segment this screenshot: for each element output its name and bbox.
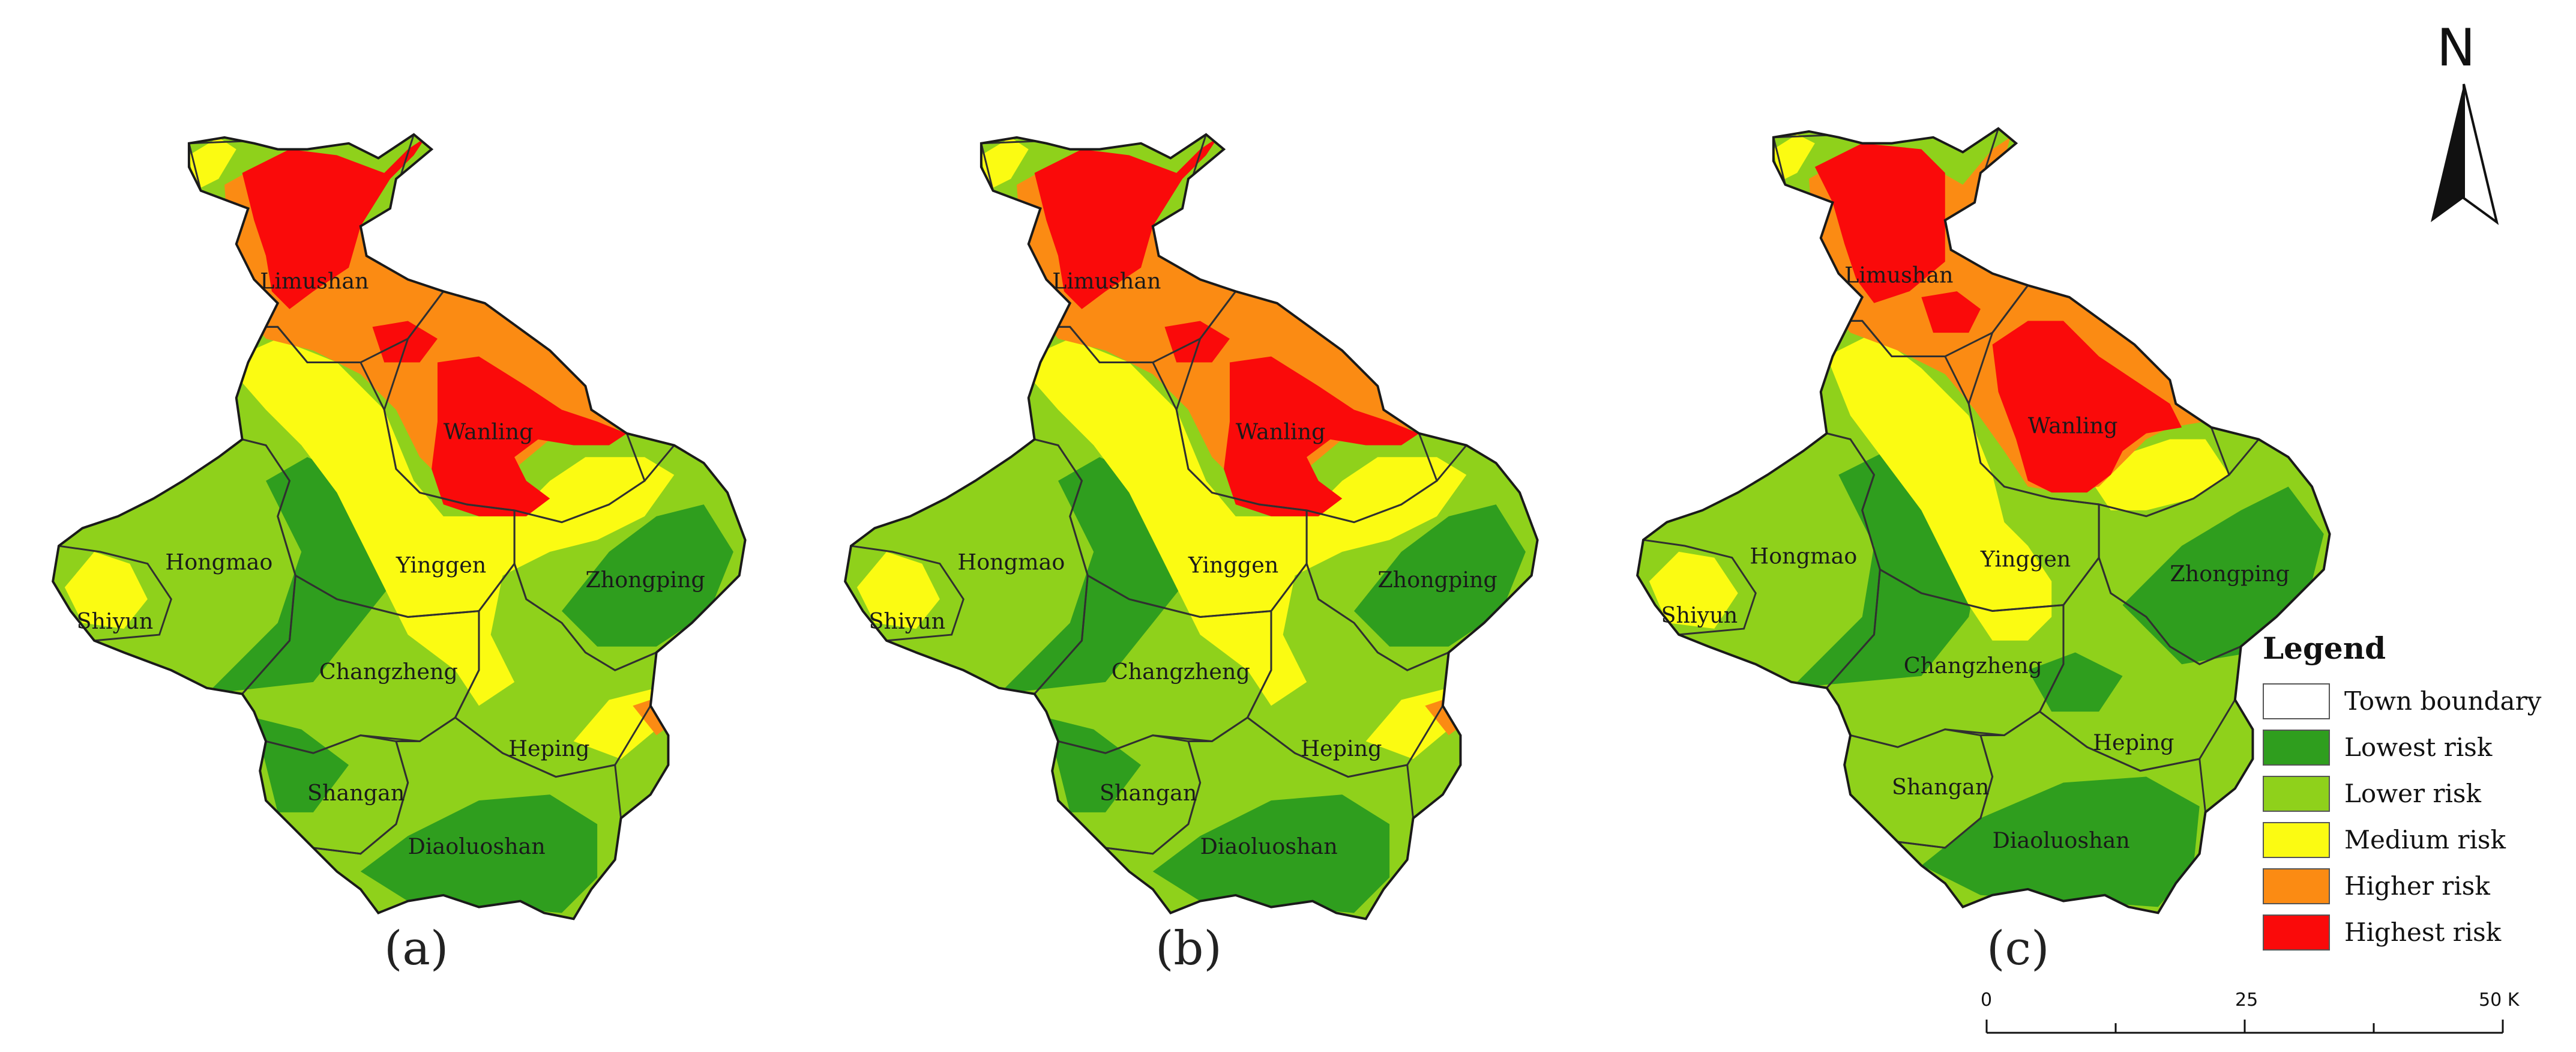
town-label-diaoluoshan: Diaoluoshan xyxy=(408,833,546,859)
town-label-shiyun: Shiyun xyxy=(77,608,154,634)
risk-zone-highest xyxy=(1992,321,2182,493)
town-label-hongmao: Hongmao xyxy=(165,549,272,575)
risk-zone-lowest xyxy=(1921,776,2200,907)
risk-zone-medium xyxy=(1773,134,1815,182)
risk-zone-medium xyxy=(981,137,1029,191)
risk-zone-lowest xyxy=(1046,718,1142,812)
risk-map-a: Limushan Wanling Hongmao Yinggen Zhongping Sh… xyxy=(52,133,747,920)
risk-zone-highest xyxy=(1921,291,1981,333)
legend-item-highest-risk: Highest risk xyxy=(2263,909,2563,955)
county-outline xyxy=(52,133,747,920)
legend-label: Town boundary xyxy=(2344,686,2542,716)
legend-swatch xyxy=(2263,683,2330,719)
panel-label-a: (a) xyxy=(384,922,449,976)
legend-item-town-boundary: Town boundary xyxy=(2263,678,2563,724)
legend-swatch xyxy=(2263,775,2330,812)
north-arrow-icon xyxy=(2431,83,2499,225)
legend-label: Lower risk xyxy=(2344,779,2481,808)
risk-zone-medium xyxy=(1649,551,1738,629)
town-label-diaoluoshan: Diaoluoshan xyxy=(1200,833,1338,859)
risk-zone-lowest xyxy=(1152,794,1390,913)
risk-zone-highest xyxy=(242,137,426,309)
town-label-wanling: Wanling xyxy=(2028,413,2118,439)
risk-zone-lowest xyxy=(360,794,598,913)
risk-zone-medium xyxy=(2087,439,2230,510)
legend-item-lowest-risk: Lowest risk xyxy=(2263,724,2563,770)
town-label-shangan: Shangan xyxy=(307,780,405,806)
town-label-hongmao: Hongmao xyxy=(957,549,1065,575)
town-label-changzheng: Changzheng xyxy=(1112,659,1250,685)
town-label-heping: Heping xyxy=(1301,736,1382,761)
town-label-shiyun: Shiyun xyxy=(869,608,946,634)
risk-zone-medium xyxy=(188,137,236,191)
legend-swatch xyxy=(2263,821,2330,858)
town-label-wanling: Wanling xyxy=(1236,419,1326,445)
town-label-shiyun: Shiyun xyxy=(1661,602,1738,628)
risk-zone-lowest xyxy=(254,718,349,812)
town-label-diaoluoshan: Diaoluoshan xyxy=(1993,827,2130,853)
county-outline xyxy=(1636,127,2331,914)
risk-zone-medium xyxy=(1826,333,2052,641)
risk-zone-highest xyxy=(432,356,627,516)
town-label-shangan: Shangan xyxy=(1892,774,1989,800)
legend-item-lower-risk: Lower risk xyxy=(2263,770,2563,817)
legend-title: Legend xyxy=(2263,630,2386,666)
risk-zone-medium xyxy=(1017,339,1467,706)
scale-tick-25: 25 xyxy=(2235,990,2258,1011)
risk-zone-medium xyxy=(224,339,675,706)
town-label-changzheng: Changzheng xyxy=(319,659,458,685)
town-label-yinggen: Yinggen xyxy=(1980,546,2071,572)
town-label-zhongping: Zhongping xyxy=(1377,567,1497,593)
town-label-zhongping: Zhongping xyxy=(2170,561,2289,587)
county-outline xyxy=(844,133,1539,920)
legend-label: Lowest risk xyxy=(2344,733,2493,762)
legend-label: Medium risk xyxy=(2344,825,2506,854)
town-label-yinggen: Yinggen xyxy=(396,552,486,578)
risk-zone-highest xyxy=(1224,356,1419,516)
town-label-heping: Heping xyxy=(2093,730,2174,755)
risk-zone-highest xyxy=(1034,137,1218,309)
legend-item-higher-risk: Higher risk xyxy=(2263,863,2563,909)
town-label-shangan: Shangan xyxy=(1100,780,1197,806)
risk-zone-highest xyxy=(1814,143,1945,303)
town-label-heping: Heping xyxy=(508,736,589,761)
town-label-wanling: Wanling xyxy=(444,419,534,445)
risk-zone-highest xyxy=(1164,321,1230,363)
north-label: N xyxy=(2437,18,2476,78)
risk-zone-lowest xyxy=(1353,504,1526,647)
legend-item-medium-risk: Medium risk xyxy=(2263,817,2563,863)
legend: Legend Town boundary Lowest risk Lower r… xyxy=(2263,630,2563,955)
town-label-changzheng: Changzheng xyxy=(1904,653,2042,679)
panel-label-b: (b) xyxy=(1155,922,1222,976)
risk-zone-highest xyxy=(372,321,438,363)
risk-zone-lowest xyxy=(561,504,733,647)
legend-swatch xyxy=(2263,914,2330,951)
risk-map-c: Limushan Wanling Hongmao Yinggen Zhongping Sh… xyxy=(1636,127,2331,914)
town-label-yinggen: Yinggen xyxy=(1188,552,1278,578)
town-label-limushan: Limushan xyxy=(1844,262,1953,288)
legend-label: Highest risk xyxy=(2344,917,2502,947)
legend-label: Higher risk xyxy=(2344,871,2490,901)
town-label-limushan: Limushan xyxy=(1052,268,1161,294)
risk-zone-lowest xyxy=(2027,652,2123,712)
scale-tick-0: 0 xyxy=(1981,990,1992,1011)
town-label-zhongping: Zhongping xyxy=(585,567,705,593)
scale-bar: 0 25 50 Km xyxy=(1981,990,2521,1034)
scale-tick-50: 50 Km xyxy=(2479,990,2521,1011)
town-label-limushan: Limushan xyxy=(260,268,369,294)
panel-label-c: (c) xyxy=(1987,922,2050,976)
risk-zone-medium xyxy=(64,552,148,629)
town-label-hongmao: Hongmao xyxy=(1750,543,1857,569)
risk-map-b: Limushan Wanling Hongmao Yinggen Zhongping Sh… xyxy=(844,133,1539,920)
legend-swatch xyxy=(2263,729,2330,766)
risk-zone-medium xyxy=(856,552,940,629)
legend-swatch xyxy=(2263,868,2330,904)
